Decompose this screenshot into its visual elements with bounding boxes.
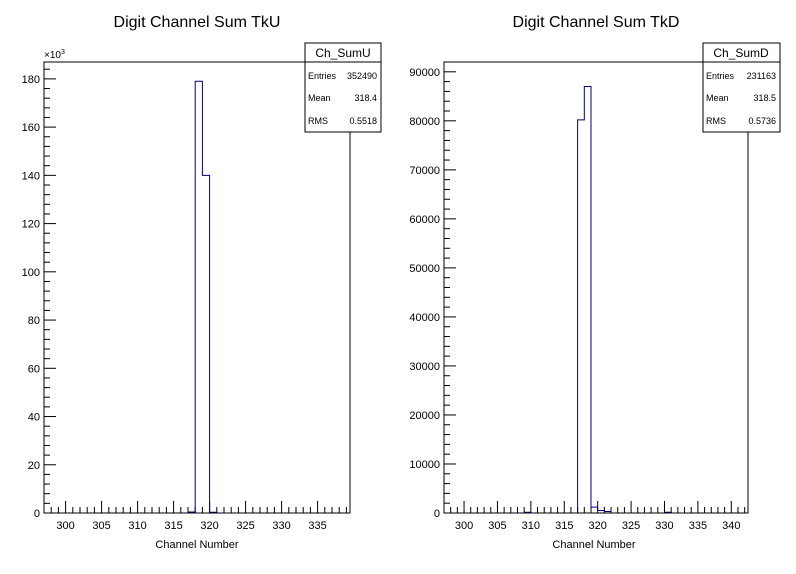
panel-tku: Digit Channel Sum TkU Channel Number ×10… — [22, 14, 382, 551]
chart-title: Digit Channel Sum TkD — [513, 14, 680, 31]
x-tick-label: 320 — [200, 520, 218, 532]
y-multiplier-exp: 3 — [61, 49, 65, 56]
y-tick-label: 40 — [28, 412, 40, 424]
stats-mean-value: 318.5 — [753, 93, 776, 103]
plot-frame — [443, 61, 749, 514]
y-tick-label: 30000 — [409, 361, 440, 373]
x-tick-label: 335 — [308, 520, 326, 532]
x-tick-label: 335 — [689, 520, 707, 532]
stats-box-frame — [304, 42, 382, 133]
panel-tkd: Digit Channel Sum TkD Channel Number 300… — [409, 14, 781, 551]
stats-name: Ch_SumD — [713, 46, 769, 60]
y-tick-label: 80000 — [409, 116, 440, 128]
y-multiplier: ×103 — [44, 49, 65, 61]
x-tick-label: 330 — [655, 520, 673, 532]
tick-layer: 300 305 310 315 320 325 330 335 0 20 40 60 80 100 120 1… — [22, 68, 347, 532]
stats-mean-label: Mean — [308, 93, 331, 103]
stats-box: Ch_SumD Entries 231163 Mean 318.5 RMS 0.… — [702, 42, 781, 133]
y-tick-label: 20000 — [409, 410, 440, 422]
stats-rms-label: RMS — [308, 116, 328, 126]
stats-rms-label: RMS — [706, 116, 726, 126]
stats-box: Ch_SumU Entries 352490 Mean 318.4 RMS 0.… — [304, 42, 382, 133]
y-tick-label: 90000 — [409, 67, 440, 79]
y-tick-label: 0 — [34, 508, 40, 520]
x-tick-label: 315 — [555, 520, 573, 532]
stats-box-frame — [702, 42, 781, 133]
x-tick-label: 305 — [92, 520, 110, 532]
stats-rms-value: 0.5518 — [349, 116, 377, 126]
stats-entries-label: Entries — [706, 71, 735, 81]
stats-mean-label: Mean — [706, 93, 729, 103]
plot-frame — [43, 61, 351, 514]
x-tick-label: 340 — [722, 520, 740, 532]
stats-entries-label: Entries — [308, 71, 337, 81]
x-tick-label: 325 — [236, 520, 254, 532]
y-tick-label: 20 — [28, 460, 40, 472]
y-tick-label: 60000 — [409, 214, 440, 226]
x-axis-label: Channel Number — [552, 539, 635, 551]
y-tick-label: 0 — [434, 508, 440, 520]
y-tick-label: 120 — [22, 219, 40, 231]
stats-entries-value: 352490 — [347, 71, 377, 81]
x-tick-label: 330 — [272, 520, 290, 532]
x-tick-label: 310 — [128, 520, 146, 532]
y-tick-label: 50000 — [409, 263, 440, 275]
y-tick-label: 70000 — [409, 165, 440, 177]
y-tick-label: 80 — [28, 315, 40, 327]
y-tick-label: 100 — [22, 267, 40, 279]
x-tick-label: 300 — [455, 520, 473, 532]
y-tick-label: 160 — [22, 122, 40, 134]
chart-title: Digit Channel Sum TkU — [114, 14, 281, 31]
histogram-outline — [187, 80, 218, 513]
histogram-bin — [195, 81, 202, 513]
stats-name: Ch_SumU — [315, 46, 370, 60]
x-tick-label: 315 — [164, 520, 182, 532]
x-tick-label: 325 — [622, 520, 640, 532]
x-tick-label: 300 — [56, 520, 74, 532]
histogram-bin — [591, 507, 598, 513]
histogram-outline — [523, 86, 672, 513]
y-tick-label: 60 — [28, 363, 40, 375]
stats-entries-value: 231163 — [747, 71, 776, 81]
x-tick-label: 305 — [488, 520, 506, 532]
y-tick-label: 40000 — [409, 312, 440, 324]
y-multiplier-base: ×10 — [44, 50, 61, 61]
stats-rms-value: 0.5736 — [748, 116, 776, 126]
x-tick-label: 310 — [522, 520, 540, 532]
y-tick-label: 180 — [22, 74, 40, 86]
stats-mean-value: 318.4 — [354, 93, 377, 103]
x-axis-label: Channel Number — [155, 539, 238, 551]
histogram-bin — [584, 87, 591, 513]
histogram-bin — [202, 175, 209, 513]
y-tick-label: 10000 — [409, 459, 440, 471]
histogram-bin — [578, 120, 585, 513]
x-tick-label: 320 — [588, 520, 606, 532]
y-tick-label: 140 — [22, 170, 40, 182]
tick-layer: 300 305 310 315 320 325 330 335 340 0 10000 20000 30… — [409, 61, 746, 532]
